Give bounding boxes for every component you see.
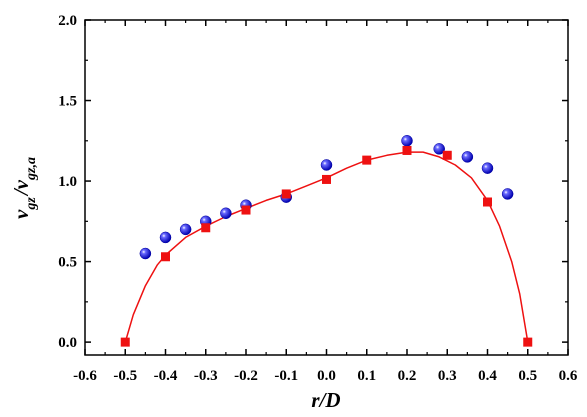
svg-text:vgz/vgz,a: vgz/vgz,a [9, 157, 39, 219]
x-tick-label: 0.0 [317, 368, 336, 384]
y-label-main-a: v [9, 209, 33, 219]
x-tick-label: -0.5 [113, 368, 137, 384]
x-tick-label: -0.3 [194, 368, 218, 384]
y-tick-label: 1.0 [58, 174, 77, 190]
x-tick-label: -0.6 [73, 368, 97, 384]
square-point [241, 205, 251, 215]
sphere-point [159, 231, 172, 244]
square-point [161, 252, 170, 262]
x-tick-label: 0.5 [518, 368, 537, 384]
sphere-point [139, 247, 152, 260]
fit-curve-layer [124, 151, 529, 343]
sphere-point [461, 151, 474, 163]
y-label-main-b: v [9, 179, 33, 189]
ticks-layer: -0.6 -0.5 -0.4 -0.3 -0.2 -0.1 0.0 0.1 0.2 0.3 0.4 0… [58, 13, 578, 384]
square-point [523, 337, 533, 347]
square-point [281, 189, 291, 199]
square-point [402, 145, 412, 155]
sphere-point [481, 162, 494, 174]
plot-frame [84, 19, 569, 356]
y-tick-label: 0.0 [58, 335, 77, 351]
square-point [201, 223, 211, 233]
square-point [483, 197, 492, 207]
y-label-sub-b: gz,a [24, 157, 39, 181]
sphere-point [401, 135, 413, 147]
sphere-point [179, 223, 192, 236]
square-point [442, 150, 452, 160]
y-axis-label: vgz/vgz,a [9, 157, 39, 219]
x-tick-label: 0.1 [357, 368, 376, 384]
x-tick-label: -0.2 [234, 368, 258, 384]
x-axis-label: r/D [311, 388, 340, 412]
square-point [322, 174, 331, 184]
sphere-point [501, 188, 514, 200]
square-point [362, 155, 372, 165]
y-label-slash: / [9, 187, 33, 197]
sphere-point [220, 207, 232, 220]
points-layer [120, 135, 533, 347]
x-tick-label: -0.4 [154, 368, 178, 384]
y-tick-label: 1.5 [58, 94, 77, 110]
sphere-point [320, 159, 333, 171]
x-tick-label: 0.3 [438, 368, 457, 384]
square-point [120, 337, 130, 347]
y-label-sub-a: gz [24, 197, 39, 211]
x-tick-label: 0.2 [398, 368, 417, 384]
x-tick-label: 0.6 [559, 368, 578, 384]
y-tick-label: 2.0 [58, 13, 77, 29]
sphere-point [433, 143, 445, 155]
x-tick-label: -0.1 [274, 368, 298, 384]
y-tick-label: 0.5 [58, 255, 77, 271]
x-tick-label: 0.4 [478, 368, 497, 384]
fit-curve-line [124, 151, 529, 343]
